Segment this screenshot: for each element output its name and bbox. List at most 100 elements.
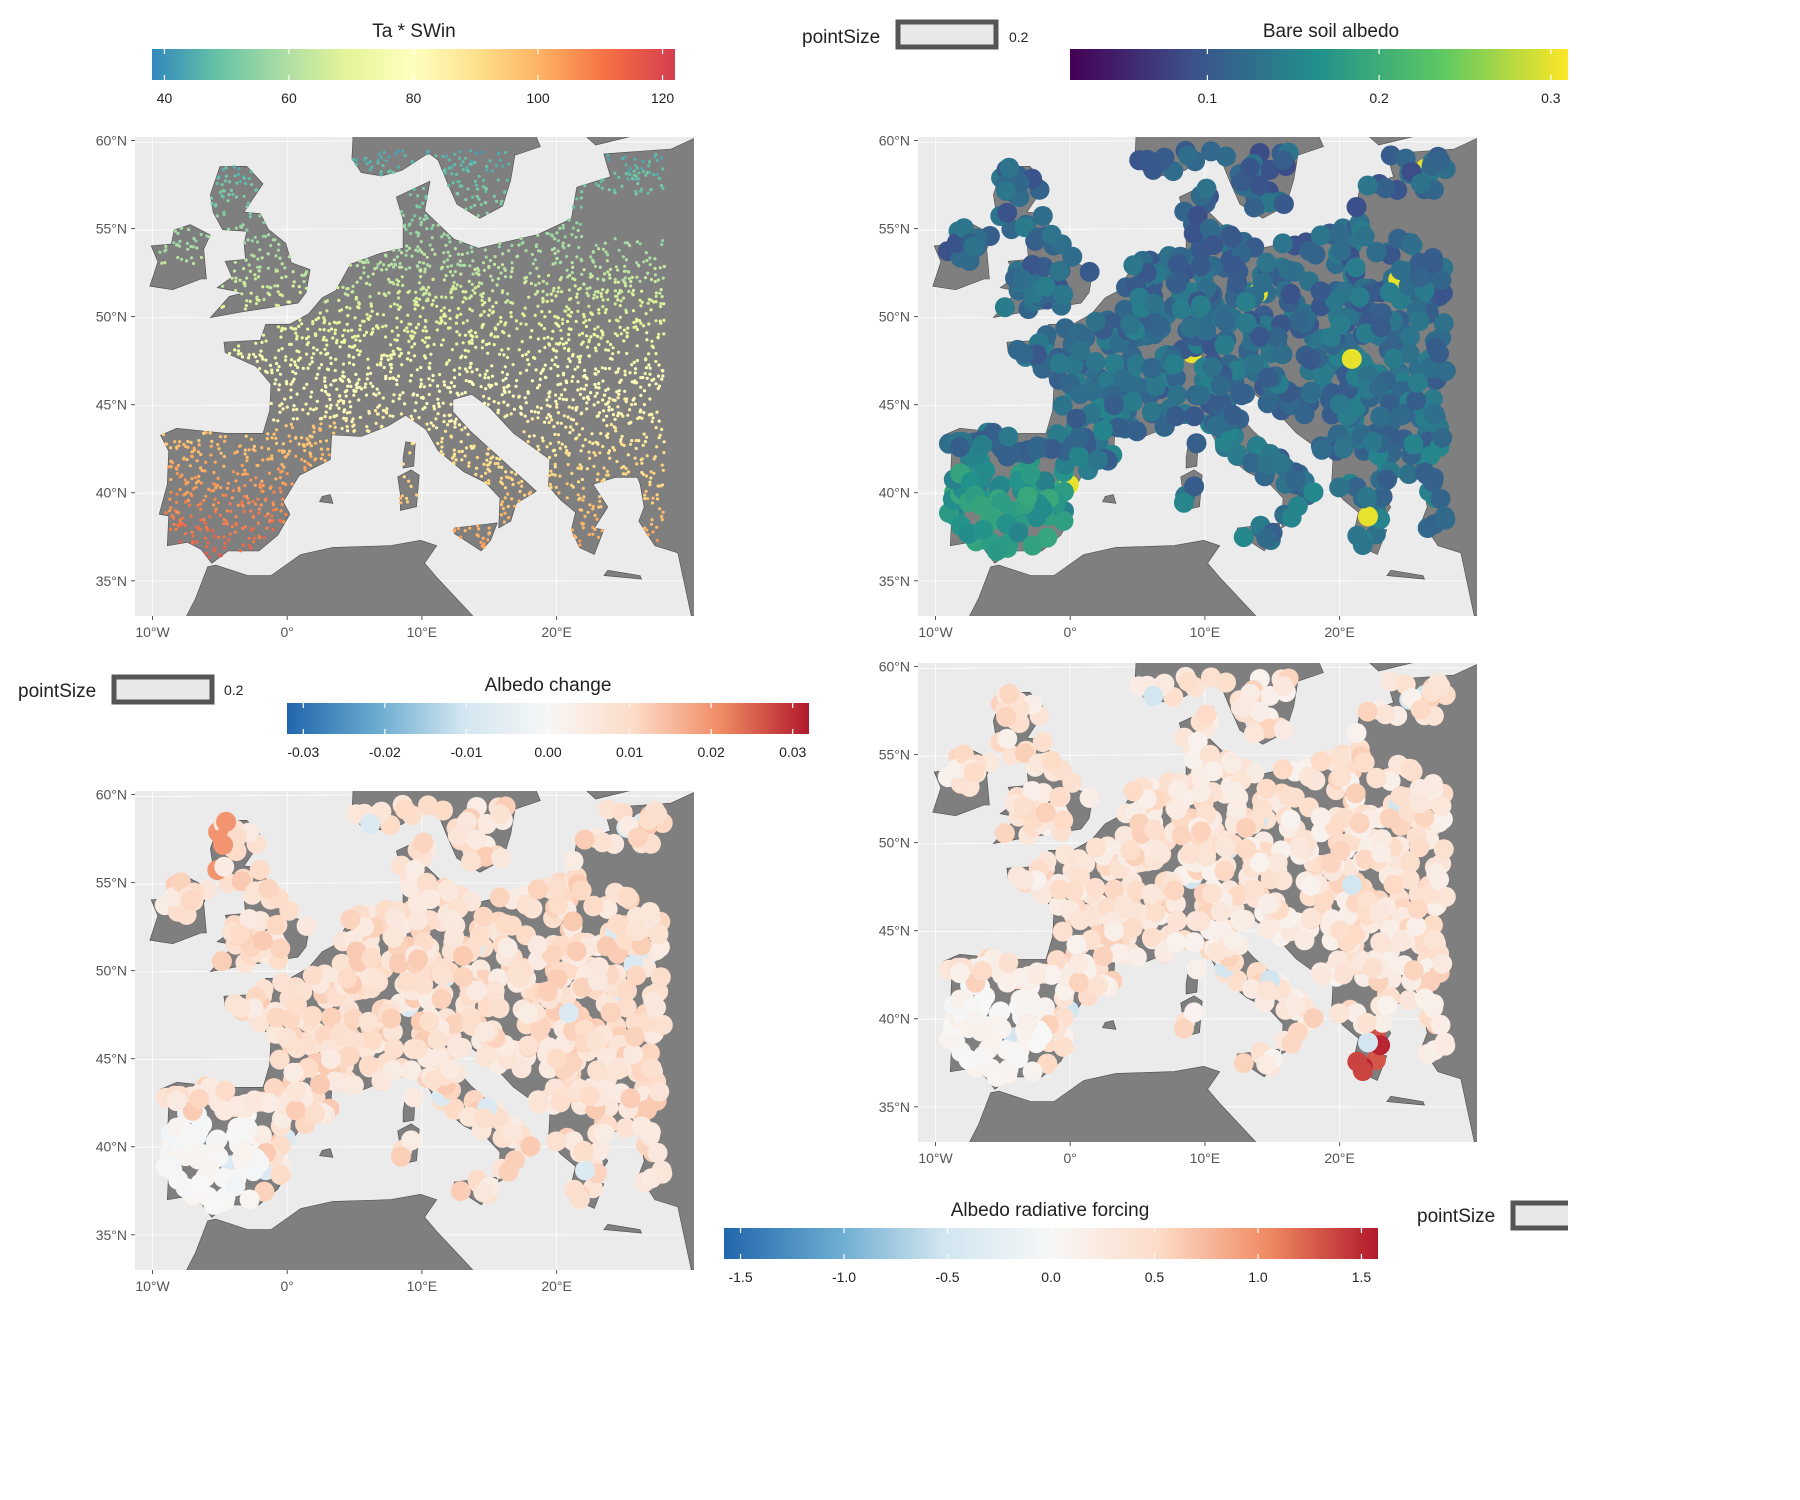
site-point bbox=[398, 305, 402, 309]
site-point bbox=[497, 352, 502, 356]
site-point bbox=[423, 405, 427, 410]
site-point bbox=[247, 536, 251, 541]
colorbar-tick-label: 100 bbox=[526, 90, 550, 106]
site-point bbox=[291, 327, 295, 331]
site-point bbox=[471, 272, 475, 276]
site-point bbox=[596, 936, 617, 957]
site-point bbox=[487, 479, 491, 483]
site-point bbox=[533, 258, 537, 262]
site-point bbox=[408, 379, 412, 383]
site-point bbox=[632, 169, 636, 173]
site-point bbox=[440, 1059, 461, 1080]
legend-title: Albedo radiative forcing bbox=[951, 1200, 1150, 1221]
site-point bbox=[972, 434, 993, 455]
site-point bbox=[607, 273, 612, 277]
site-point bbox=[642, 411, 646, 415]
site-point bbox=[358, 339, 362, 343]
site-point bbox=[545, 403, 549, 407]
site-point bbox=[221, 189, 225, 193]
site-point bbox=[593, 290, 598, 294]
site-point bbox=[618, 325, 622, 329]
site-point bbox=[505, 372, 509, 376]
site-point bbox=[607, 319, 612, 323]
site-point bbox=[488, 460, 492, 464]
site-point bbox=[366, 316, 370, 320]
site-point bbox=[1220, 225, 1241, 246]
site-point bbox=[633, 402, 637, 406]
site-point bbox=[656, 335, 660, 340]
site-point bbox=[418, 314, 422, 319]
site-point bbox=[461, 168, 465, 172]
site-point bbox=[250, 183, 254, 187]
site-point bbox=[1349, 287, 1370, 308]
site-point bbox=[417, 322, 421, 326]
site-point bbox=[264, 369, 268, 373]
site-point bbox=[621, 157, 625, 161]
site-point bbox=[229, 509, 233, 513]
site-point bbox=[583, 438, 588, 442]
site-point bbox=[397, 248, 401, 252]
site-point bbox=[646, 301, 650, 305]
site-point bbox=[233, 530, 237, 534]
lat-label: 45°N bbox=[96, 397, 127, 413]
site-point bbox=[270, 938, 291, 959]
site-point bbox=[596, 400, 600, 404]
site-point bbox=[502, 400, 506, 404]
site-point bbox=[634, 189, 638, 194]
site-point bbox=[465, 166, 469, 170]
site-point bbox=[214, 507, 218, 511]
site-point bbox=[528, 271, 532, 275]
site-point bbox=[1053, 510, 1074, 531]
site-point bbox=[342, 340, 346, 344]
colorbar-tick-label: -1.0 bbox=[832, 1269, 856, 1285]
site-point bbox=[255, 359, 259, 363]
site-point bbox=[561, 223, 565, 227]
site-point bbox=[504, 376, 508, 381]
site-point bbox=[1179, 318, 1200, 338]
site-point bbox=[533, 356, 537, 360]
site-point bbox=[1035, 276, 1056, 297]
site-point bbox=[255, 295, 259, 299]
site-point bbox=[509, 315, 513, 319]
site-point bbox=[302, 965, 323, 986]
site-point bbox=[222, 168, 226, 172]
site-point bbox=[525, 368, 529, 372]
site-point bbox=[430, 303, 434, 307]
site-point bbox=[606, 153, 610, 157]
site-point bbox=[1284, 787, 1305, 808]
site-point bbox=[368, 295, 372, 299]
site-point bbox=[1104, 395, 1124, 416]
site-point bbox=[447, 183, 451, 188]
site-point bbox=[1244, 197, 1264, 218]
colorbar-tick-label: 120 bbox=[651, 90, 675, 106]
site-point bbox=[561, 241, 565, 245]
site-point bbox=[256, 257, 260, 261]
site-point bbox=[194, 485, 198, 489]
site-point bbox=[346, 378, 350, 382]
site-point bbox=[556, 411, 561, 415]
site-point bbox=[546, 335, 550, 339]
site-point bbox=[582, 495, 586, 499]
site-point bbox=[517, 243, 521, 247]
site-point bbox=[274, 507, 278, 511]
site-point bbox=[626, 241, 630, 245]
site-point bbox=[657, 419, 661, 423]
site-point bbox=[572, 977, 593, 998]
site-point bbox=[237, 488, 241, 493]
site-point bbox=[1143, 159, 1164, 180]
site-point bbox=[581, 340, 585, 344]
site-point bbox=[295, 407, 299, 411]
site-point bbox=[395, 255, 399, 259]
site-point bbox=[481, 291, 485, 295]
site-point bbox=[274, 303, 278, 307]
site-point bbox=[453, 270, 457, 274]
site-point bbox=[329, 383, 333, 387]
site-point bbox=[459, 440, 463, 444]
site-point bbox=[446, 423, 450, 427]
site-point bbox=[1167, 910, 1187, 931]
site-point bbox=[199, 466, 203, 470]
map-panel-ta-swin: 60°N55°N50°N45°N40°N35°N10°W 0° 10°E 20°E bbox=[96, 133, 694, 640]
site-point bbox=[442, 306, 446, 310]
site-point bbox=[580, 272, 584, 276]
site-point bbox=[550, 248, 555, 252]
